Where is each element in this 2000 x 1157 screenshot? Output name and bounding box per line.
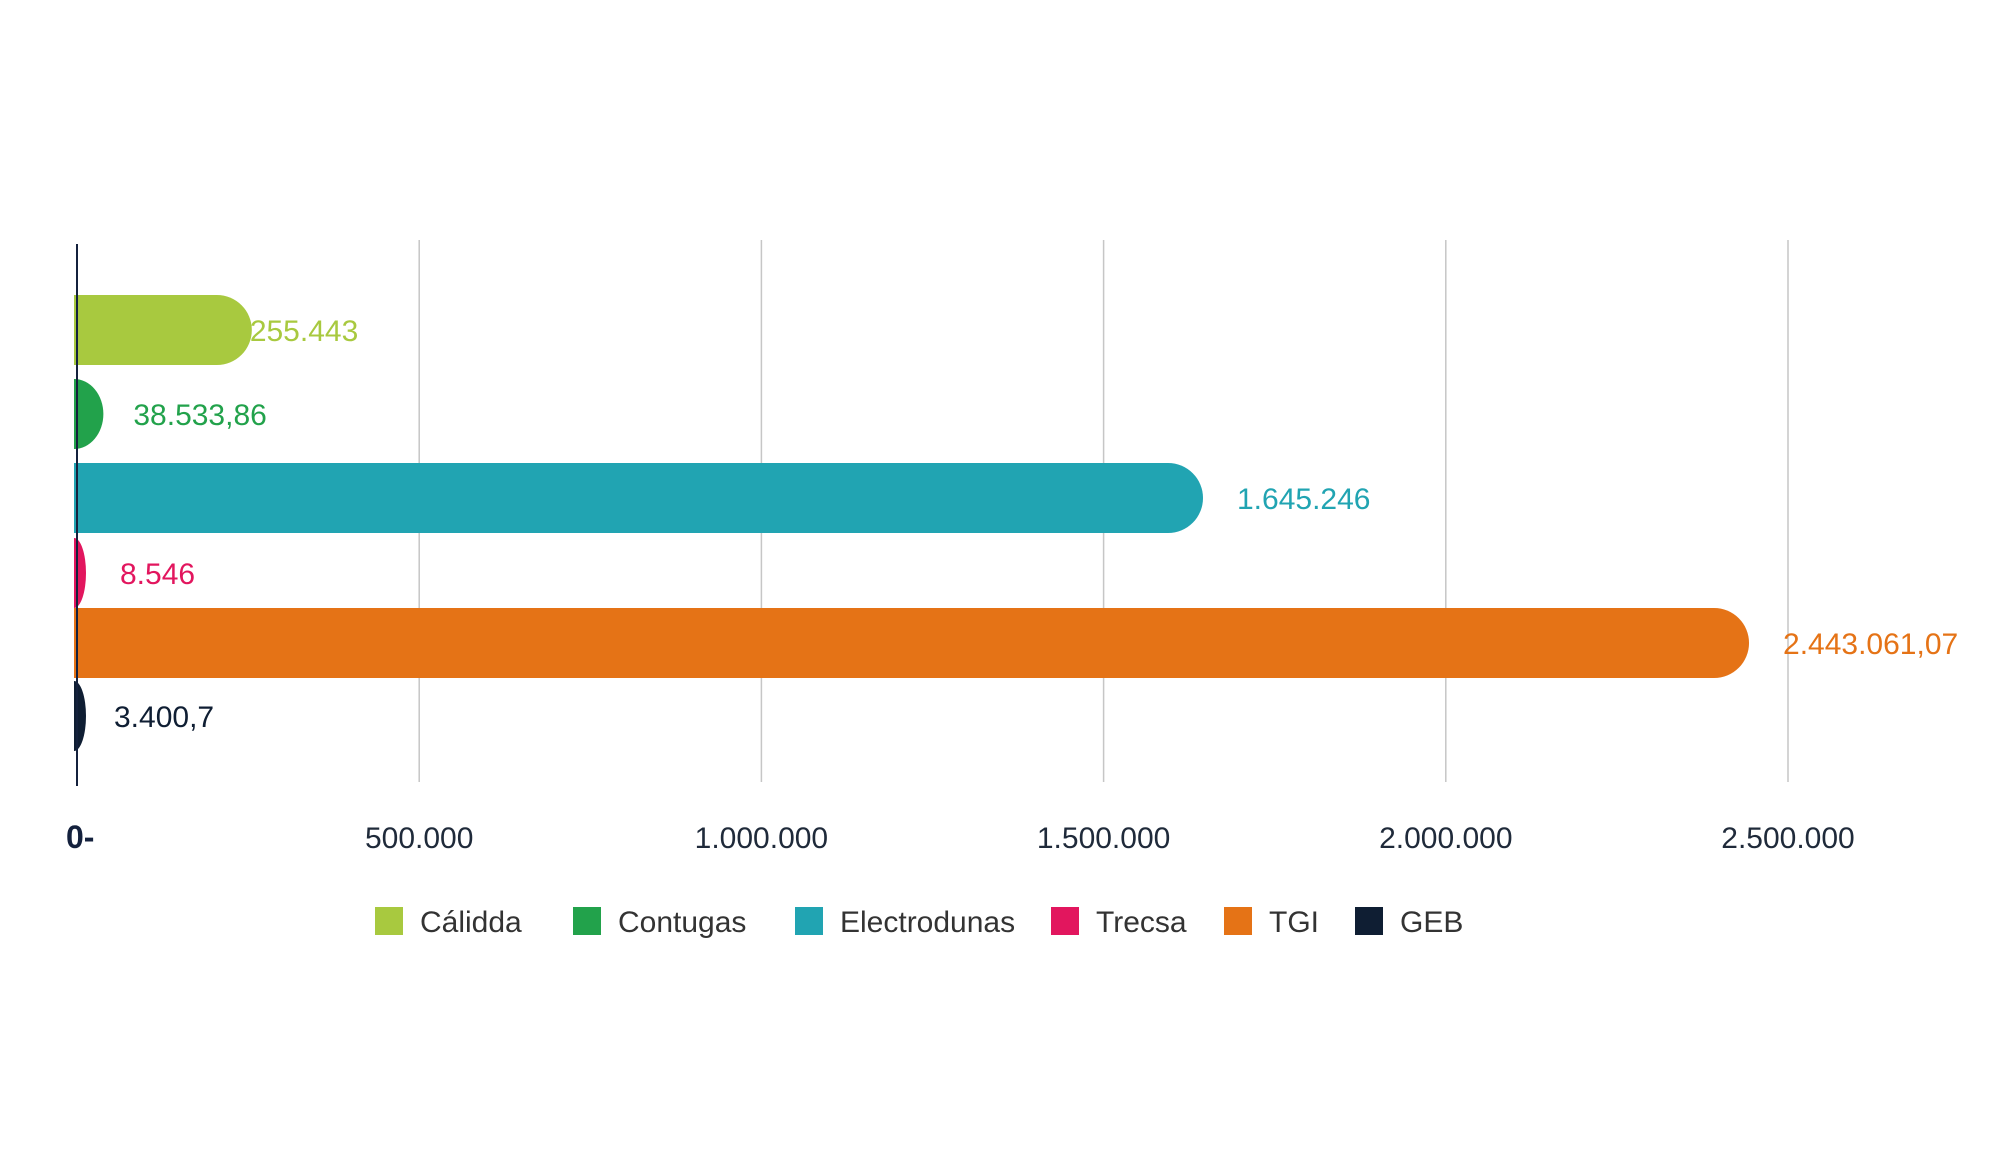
legend-item: Electrodunas bbox=[795, 906, 1015, 939]
x-tick-label: 1.000.000 bbox=[695, 822, 828, 855]
legend: Cálidda Contugas Electrodunas Trecsa TGI GEB bbox=[375, 906, 1463, 939]
bar-trecsa bbox=[74, 538, 86, 608]
bar-value-label: 38.533,86 bbox=[133, 399, 266, 432]
bar-value-label: 8.546 bbox=[120, 558, 195, 591]
bar-value-label: 1.645.246 bbox=[1237, 483, 1370, 516]
bar-value-label: 2.443.061,07 bbox=[1783, 628, 1958, 661]
legend-item: Contugas bbox=[573, 906, 746, 939]
x-tick-label: 1.500.000 bbox=[1037, 822, 1170, 855]
value-labels: 255.443 38.533,86 1.645.246 8.546 2.443.061,… bbox=[114, 315, 1958, 734]
legend-swatch bbox=[1355, 907, 1383, 935]
bar-contugas bbox=[74, 379, 104, 449]
bar-tgi bbox=[74, 608, 1750, 678]
legend-label: TGI bbox=[1269, 906, 1319, 939]
bar-geb bbox=[74, 681, 86, 751]
x-tick-label: 2.500.000 bbox=[1721, 822, 1854, 855]
legend-swatch bbox=[795, 907, 823, 935]
x-tick-label: 0- bbox=[66, 819, 94, 855]
legend-swatch bbox=[1224, 907, 1252, 935]
bars bbox=[74, 295, 1750, 751]
bar-electrodunas bbox=[74, 463, 1204, 533]
legend-item: Trecsa bbox=[1051, 906, 1187, 939]
x-tick-label: 2.000.000 bbox=[1379, 822, 1512, 855]
legend-swatch bbox=[1051, 907, 1079, 935]
x-axis-tick-labels: 0- 500.000 1.000.000 1.500.000 2.000.000 2.50… bbox=[66, 819, 1855, 855]
legend-label: GEB bbox=[1400, 906, 1463, 939]
legend-item: TGI bbox=[1224, 906, 1319, 939]
legend-label: Electrodunas bbox=[840, 906, 1015, 939]
bar-value-label: 3.400,7 bbox=[114, 701, 214, 734]
legend-label: Trecsa bbox=[1096, 906, 1187, 939]
legend-label: Contugas bbox=[618, 906, 746, 939]
legend-swatch bbox=[573, 907, 601, 935]
legend-swatch bbox=[375, 907, 403, 935]
bar-value-label: 255.443 bbox=[250, 315, 358, 348]
legend-item: GEB bbox=[1355, 906, 1463, 939]
legend-label: Cálidda bbox=[420, 906, 522, 939]
legend-item: Cálidda bbox=[375, 906, 522, 939]
x-tick-label: 500.000 bbox=[365, 822, 473, 855]
bar-clidda bbox=[74, 295, 252, 365]
